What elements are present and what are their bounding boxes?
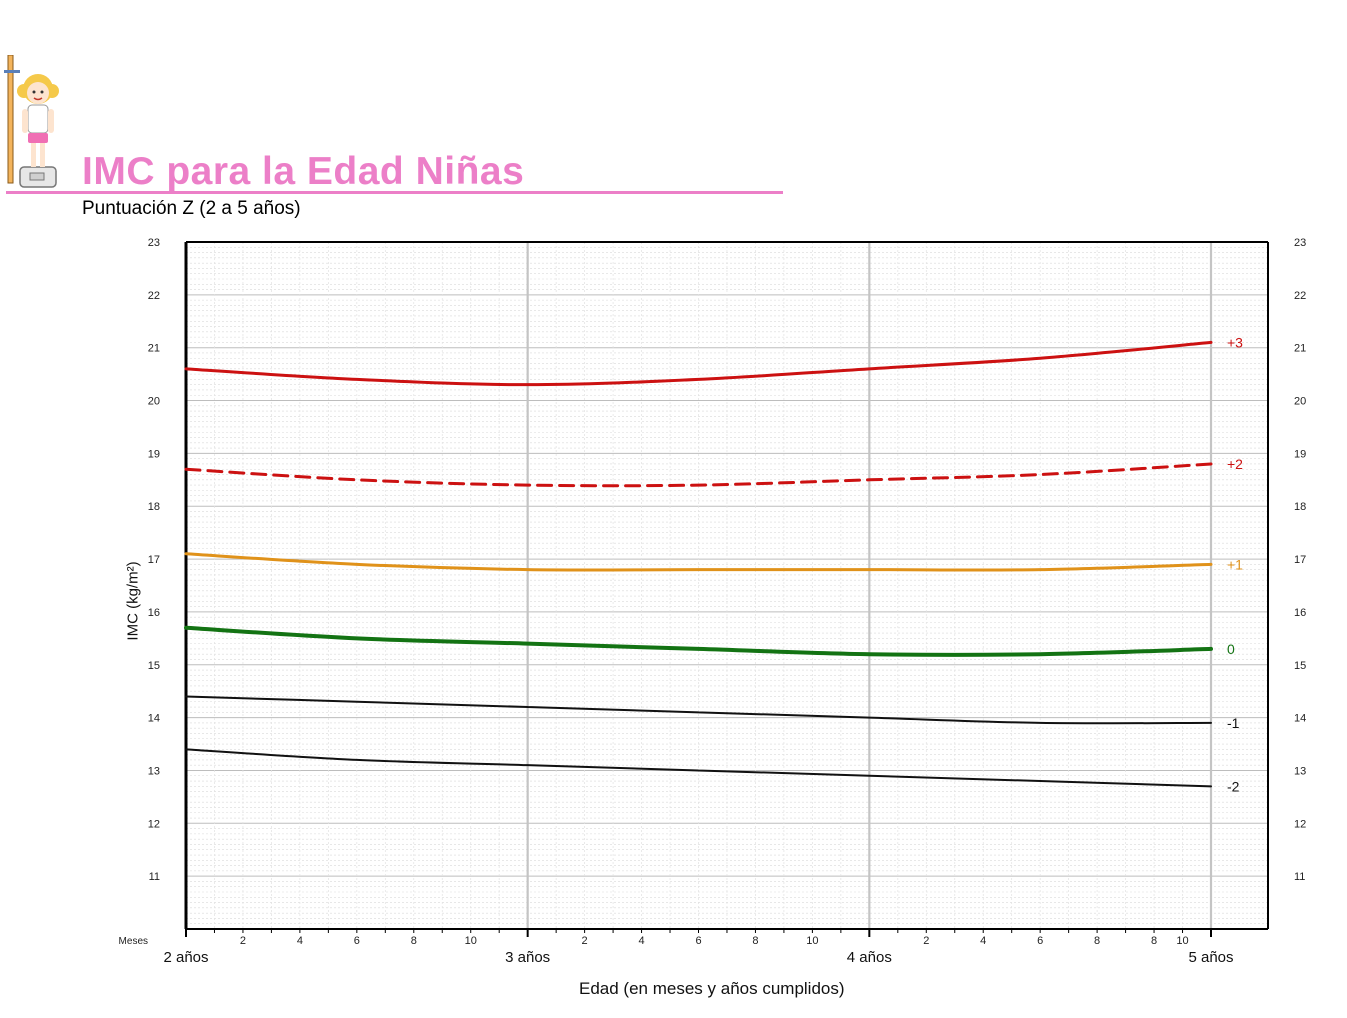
y-tick-label: 11 [149,871,160,883]
x-tick-label-year: 2 años [163,949,208,966]
y-tick-label-right: 23 [1294,237,1306,249]
y-tick-label-right: 12 [1294,818,1306,830]
y-tick-label-right: 22 [1294,290,1306,302]
x-tick-label-month: 6 [695,935,701,947]
series-label-zplus3: +3 [1227,334,1243,350]
y-tick-label: 13 [148,765,160,777]
y-tick-label: 22 [148,290,160,302]
x-tick-label-year: 3 años [505,949,550,966]
chart-title: IMC para la Edad Niñas [82,150,525,193]
x-tick-label-month: 10 [1176,935,1188,947]
y-tick-label-right: 13 [1294,765,1306,777]
x-tick-label-month: 8 [1151,935,1157,947]
series-label-zminus2: -2 [1227,778,1240,794]
y-tick-label: 17 [148,554,160,566]
series-line-zplus2 [184,462,1213,488]
series-line-zminus2 [185,748,1212,788]
y-tick-label-right: 18 [1294,501,1306,513]
y-tick-label: 20 [148,396,160,408]
y-tick-label-right: 17 [1294,554,1306,566]
x-tick-label-month: 8 [411,935,417,947]
y-tick-label-right: 11 [1294,871,1305,883]
y-tick-label: 15 [148,660,160,672]
y-tick-label: 12 [148,818,160,830]
x-tick-label-month: 2 [923,935,929,947]
x-tick-label-month: 10 [465,935,477,947]
series-label-z0: 0 [1227,641,1235,657]
x-tick-label-year: 4 años [847,949,892,966]
x-tick-label-month: 4 [638,935,644,947]
y-tick-label: 16 [148,607,160,619]
series-line-zplus3 [184,340,1213,387]
y-tick-label-right: 21 [1294,343,1306,355]
girl-on-scale-icon [4,55,59,188]
chart-subtitle: Puntuación Z (2 a 5 años) [82,198,301,219]
x-tick-label-month: 6 [354,935,360,947]
y-tick-label: 23 [148,237,160,249]
series-label-zminus1: -1 [1227,715,1240,731]
x-tick-label-month: 2 [240,935,246,947]
x-tick-label-month: 8 [1094,935,1100,947]
series-line-z0 [184,625,1213,657]
y-tick-label: 21 [148,343,160,355]
series-label-zplus2: +2 [1227,456,1243,472]
y-tick-label: 14 [148,713,160,725]
series-line-zplus1 [184,552,1213,572]
series-label-zplus1: +1 [1227,556,1243,572]
y-tick-label-right: 14 [1294,713,1306,725]
x-tick-label-month: 6 [1037,935,1043,947]
x-axis-label: Edad (en meses y años cumplidos) [579,979,845,998]
months-label: Meses [119,936,148,947]
y-axis-label: IMC (kg/m²) [124,561,142,641]
y-tick-label-right: 20 [1294,396,1306,408]
series-line-zminus1 [185,695,1212,725]
y-tick-label: 18 [148,501,160,513]
y-tick-label-right: 16 [1294,607,1306,619]
x-tick-label-month: 2 [582,935,588,947]
x-tick-label-year: 5 años [1188,949,1233,966]
y-tick-label-right: 19 [1294,448,1306,460]
title-underline [6,191,783,194]
x-tick-label-month: 4 [297,935,303,947]
x-tick-label-month: 4 [980,935,986,947]
x-tick-label-month: 10 [806,935,818,947]
y-tick-label: 19 [148,448,160,460]
y-tick-label-right: 15 [1294,660,1306,672]
x-tick-label-month: 8 [752,935,758,947]
